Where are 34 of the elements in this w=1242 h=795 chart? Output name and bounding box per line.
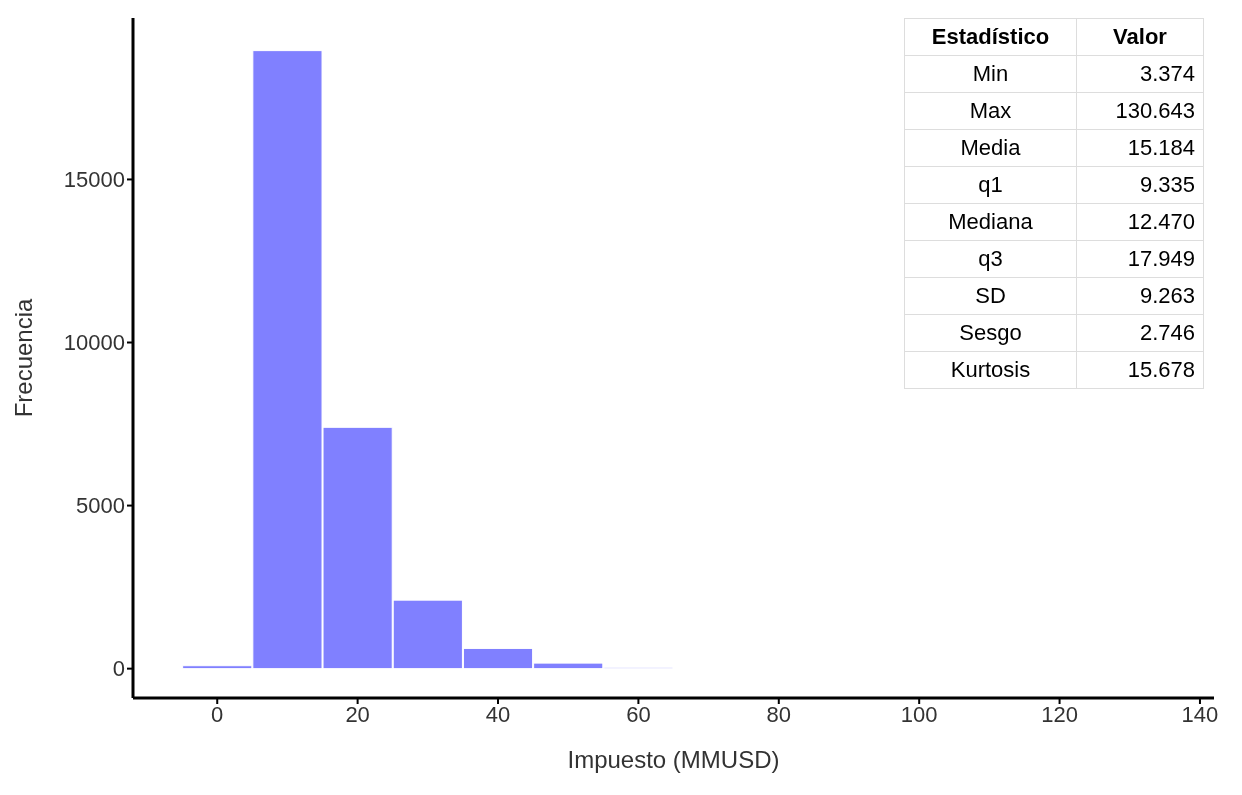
x-tick-label: 140: [1181, 701, 1219, 727]
annotation: 9.263: [1076, 277, 1204, 315]
annotation: 17.949: [1076, 240, 1204, 278]
annotation: SD: [904, 277, 1077, 315]
x-axis-title: Impuesto (MMUSD): [567, 746, 780, 773]
annotation: Kurtosis: [904, 351, 1077, 389]
x-tick-label: 120: [1041, 701, 1078, 727]
x-tick-label: 80: [766, 701, 792, 727]
y-tick-label: 15000: [63, 167, 125, 193]
y-tick-label: 5000: [76, 493, 125, 519]
annotation: Min: [904, 55, 1077, 93]
annotation: 130.643: [1076, 92, 1204, 130]
annotation: q3: [904, 240, 1077, 278]
annotation: Max: [904, 92, 1077, 130]
x-tick-label: 0: [211, 701, 224, 727]
annotation: Mediana: [904, 203, 1077, 241]
annotation: Media: [904, 129, 1077, 167]
x-tick-label: 100: [900, 701, 938, 727]
annotation: 9.335: [1076, 166, 1204, 204]
x-tick-label: 60: [626, 701, 651, 727]
annotation: 2.746: [1076, 314, 1204, 352]
x-tick-label: 40: [485, 701, 511, 727]
annotation: q1: [904, 166, 1077, 204]
annotation: Estadístico: [904, 18, 1077, 56]
annotation: Sesgo: [904, 314, 1077, 352]
annotation: Valor: [1076, 18, 1204, 56]
annotation: 15.678: [1076, 351, 1204, 389]
x-tick-label: 20: [345, 701, 370, 727]
y-axis-title: Frecuencia: [9, 297, 37, 418]
y-tick-label: 10000: [63, 330, 125, 356]
annotation: 3.374: [1076, 55, 1204, 93]
annotation: 12.470: [1076, 203, 1204, 241]
annotation: 15.184: [1076, 129, 1204, 167]
y-tick-label: 0: [112, 656, 125, 682]
